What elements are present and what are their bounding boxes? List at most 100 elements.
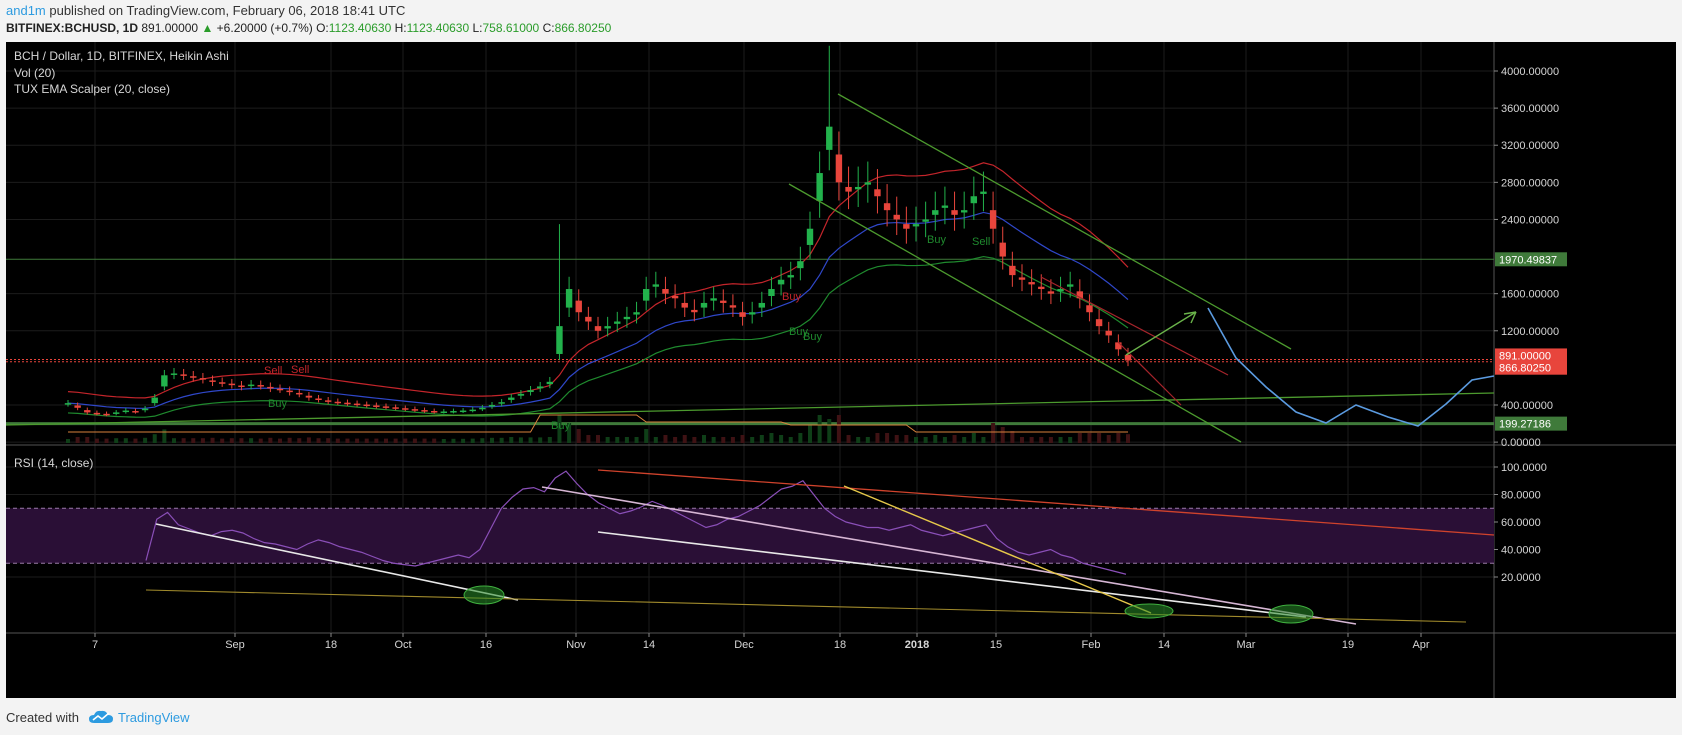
volume-bar — [239, 438, 244, 443]
volume-bar — [692, 437, 697, 443]
signal-label: Sell — [264, 365, 282, 377]
main-legend[interactable]: BCH / Dollar, 1D, BITFINEX, Heikin Ashi — [14, 49, 229, 63]
volume-bar — [653, 437, 658, 443]
channel-upper-line — [837, 93, 1292, 350]
candle-body — [883, 203, 891, 211]
rsi-trend-line — [843, 485, 1152, 614]
volume-bar — [316, 438, 321, 443]
candle-body — [517, 393, 525, 396]
vol-legend[interactable]: Vol (20) — [14, 66, 56, 80]
volume-bar — [229, 438, 234, 443]
candle-body — [1124, 354, 1132, 361]
volume-bar — [306, 437, 311, 443]
volume-bar — [258, 438, 263, 443]
volume-bar — [663, 435, 668, 443]
candle-body — [1086, 305, 1093, 313]
candle-body — [816, 173, 823, 201]
high-value: 1123.40630 — [406, 21, 470, 35]
candle-body — [1115, 342, 1122, 350]
candle-body — [180, 374, 187, 376]
volume-bar — [962, 437, 967, 443]
candle-body — [758, 302, 766, 308]
candle-body — [806, 228, 814, 245]
ema-legend[interactable]: TUX EMA Scalper (20, close) — [14, 82, 171, 96]
candle-body — [324, 400, 332, 402]
price-badge — [1495, 348, 1567, 363]
candle-body — [623, 316, 631, 320]
volume-bar — [702, 435, 706, 443]
volume-bar — [605, 437, 610, 443]
volume-bar — [1020, 437, 1024, 443]
volume-bar — [509, 437, 514, 443]
volume-bar — [952, 435, 957, 443]
candle-body — [585, 316, 592, 322]
candle-body — [421, 410, 428, 412]
volume-bar — [798, 433, 803, 443]
candle-body — [1028, 282, 1035, 285]
volume-bar — [94, 438, 99, 443]
candle-body — [151, 397, 158, 404]
candle-body — [941, 205, 949, 208]
volume-bar — [673, 437, 678, 443]
volume-bar — [779, 435, 784, 443]
volume-bar — [827, 419, 832, 443]
time-tick-label: 18 — [834, 639, 846, 651]
candle-body — [373, 405, 380, 407]
time-tick-label: Oct — [394, 639, 411, 651]
tradingview-link[interactable]: TradingView — [118, 710, 190, 725]
time-tick-label: 19 — [1342, 639, 1354, 651]
rsi-legend[interactable]: RSI (14, close) — [14, 456, 94, 470]
candle-body — [238, 385, 245, 388]
candle-body — [854, 186, 862, 190]
volume-bar — [104, 438, 109, 443]
price-badge — [1495, 416, 1567, 431]
volume-bar — [576, 429, 581, 443]
volume-bar — [933, 435, 938, 443]
candle-body — [980, 191, 987, 194]
time-tick-label: 18 — [325, 639, 337, 651]
volume-bar — [1106, 435, 1111, 443]
volume-bar — [249, 438, 254, 443]
price-tick-label: 1200.00000 — [1501, 326, 1559, 338]
candle-body — [402, 408, 409, 410]
candle-body — [103, 413, 110, 416]
volume-bar — [1029, 437, 1034, 443]
price-tick-label: 3600.00000 — [1501, 103, 1559, 115]
candle-body — [768, 289, 775, 296]
candle-body — [565, 289, 573, 308]
price-badge-label: 866.80250 — [1499, 363, 1551, 375]
volume-bar — [66, 439, 70, 443]
candle-body — [864, 182, 872, 185]
candle-body — [671, 295, 679, 299]
close-label: C: — [542, 21, 555, 35]
author-link[interactable]: and1m — [6, 3, 46, 18]
candle-body — [710, 298, 717, 301]
volume-bar — [432, 438, 437, 443]
candle-body — [999, 242, 1006, 257]
chart-area[interactable]: Sell Sell Buy Buy Sell Buy Buy Buy Buy 4000.00000… — [6, 42, 1676, 698]
volume-bar — [730, 437, 735, 443]
candle-body — [344, 402, 351, 405]
price-badge — [1495, 360, 1567, 375]
time-tick-label: 2018 — [905, 639, 929, 651]
volume-bar — [75, 437, 80, 443]
candle-body — [469, 409, 476, 412]
candle-body — [353, 403, 361, 406]
ema-upper-line — [67, 162, 1129, 399]
volume-bar — [1126, 434, 1130, 443]
candle-body — [575, 300, 582, 313]
candle-body — [450, 411, 457, 413]
volume-bar — [615, 437, 620, 443]
volume-bar — [547, 437, 552, 443]
volume-bar — [808, 425, 812, 443]
volume-bar — [1097, 433, 1102, 443]
volume-bar — [451, 438, 456, 443]
candle-body — [392, 407, 399, 409]
candle-body — [681, 302, 688, 308]
volume-bar — [1068, 437, 1073, 443]
time-tick-label: Apr — [1412, 639, 1429, 651]
candle-body — [777, 279, 785, 285]
volume-bar — [750, 437, 755, 443]
candle-body — [1018, 277, 1026, 280]
